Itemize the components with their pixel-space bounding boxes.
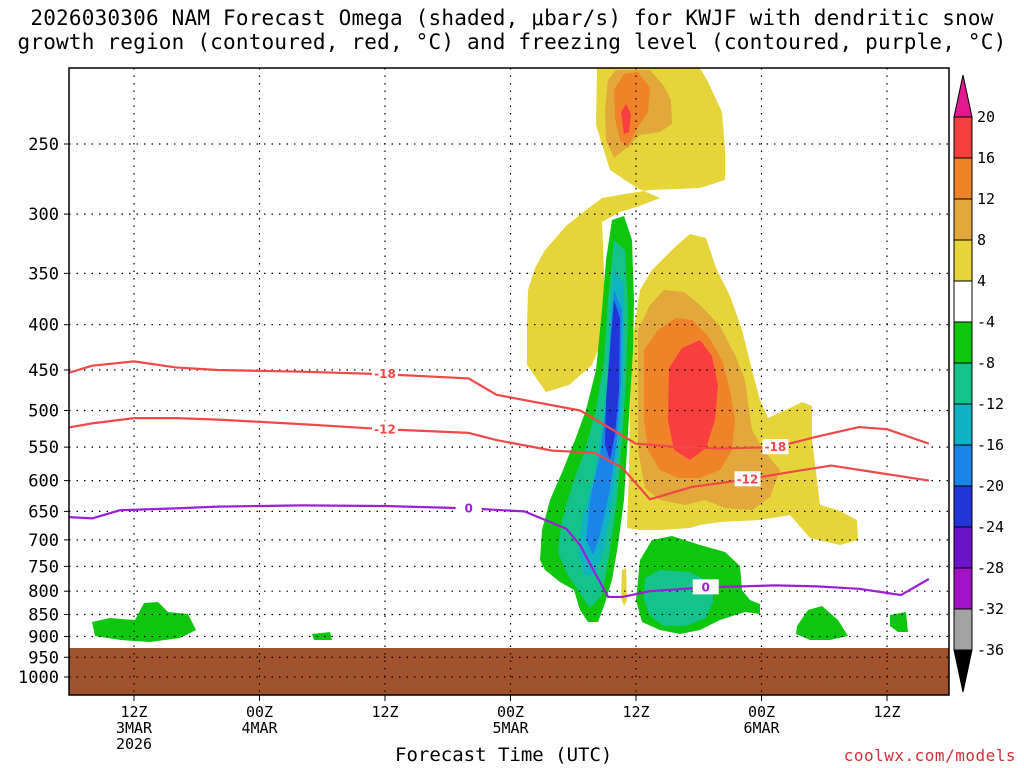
omega-region-small-green-2 bbox=[890, 612, 908, 632]
contour-label: -12 bbox=[737, 472, 759, 486]
y-tick-label: 450 bbox=[28, 361, 59, 381]
x-axis-title: Forecast Time (UTC) bbox=[395, 744, 613, 766]
omega-region-lowlevel-green-right bbox=[796, 606, 848, 640]
contour-label-bg bbox=[372, 366, 398, 382]
colorbar-segment bbox=[953, 362, 973, 405]
colorbar-label: 8 bbox=[977, 231, 986, 249]
omega-region-central-red bbox=[668, 340, 718, 460]
x-tick-label: 2026 bbox=[116, 735, 152, 753]
omega-region-sinking-blue bbox=[605, 300, 620, 460]
x-tick-label: 00Z bbox=[246, 703, 273, 721]
y-tick-label: 600 bbox=[28, 472, 59, 492]
omega-shading bbox=[69, 68, 949, 695]
ground-fill bbox=[69, 648, 949, 695]
y-tick-label: 750 bbox=[28, 557, 59, 577]
y-tick-label: 400 bbox=[28, 316, 59, 336]
x-tick-label: 12Z bbox=[873, 703, 900, 721]
contour-lines: -18 -18 -12 -12 0 0 bbox=[69, 360, 930, 599]
colorbar-label: -8 bbox=[977, 354, 995, 372]
credit-text: coolwx.com/models bbox=[843, 746, 1016, 765]
y-tick-label: 1000 bbox=[18, 668, 59, 688]
colorbar-segment bbox=[953, 116, 973, 159]
contour-label: -18 bbox=[374, 367, 396, 381]
contour-label-bg bbox=[455, 500, 482, 516]
colorbar-label: -16 bbox=[977, 436, 1004, 454]
colorbar-label: -20 bbox=[977, 477, 1004, 495]
colorbar-segment bbox=[953, 567, 973, 610]
colorbar-segment bbox=[953, 157, 973, 200]
contour-line bbox=[69, 417, 930, 501]
colorbar-segment bbox=[953, 198, 973, 241]
x-tick-label: 4MAR bbox=[241, 719, 278, 737]
colorbar-label: 16 bbox=[977, 149, 995, 167]
colorbar-label: -32 bbox=[977, 600, 1004, 618]
contour-line bbox=[69, 504, 930, 599]
contour-label: -18 bbox=[765, 440, 787, 454]
grid-lines bbox=[69, 68, 949, 695]
contour-label-bg bbox=[692, 579, 719, 595]
x-tick-label: 12Z bbox=[371, 703, 398, 721]
y-tick-label: 850 bbox=[28, 606, 59, 626]
omega-region-lowlevel-green-left bbox=[92, 602, 196, 642]
colorbar-label: -12 bbox=[977, 395, 1004, 413]
contour-label: -12 bbox=[374, 422, 396, 436]
y-tick-label: 950 bbox=[28, 648, 59, 668]
chart-title: 2026030306 NAM Forecast Omega (shaded, μ… bbox=[17, 6, 1007, 54]
y-axis: 2503003504004505005506006507007508008509… bbox=[18, 135, 69, 688]
colorbar-label: -4 bbox=[977, 313, 995, 331]
colorbar-label: 20 bbox=[977, 108, 995, 126]
colorbar-label: -24 bbox=[977, 518, 1004, 536]
y-tick-label: 900 bbox=[28, 627, 59, 647]
omega-region-upper-yellow bbox=[527, 68, 725, 392]
x-tick-label: 12Z bbox=[622, 703, 649, 721]
y-tick-label: 700 bbox=[28, 531, 59, 551]
colorbar: 20 16 12 8 4 -4 -8 -12 -16 -20 -24 -28 -32 -36 bbox=[953, 74, 1004, 693]
colorbar-bottom-arrow bbox=[953, 649, 973, 693]
x-tick-label: 12Z bbox=[120, 703, 147, 721]
y-tick-label: 500 bbox=[28, 402, 59, 422]
colorbar-segment bbox=[953, 239, 973, 282]
contour-label: 0 bbox=[464, 501, 472, 515]
omega-region-small-yellow bbox=[621, 568, 627, 606]
colorbar-segment bbox=[953, 608, 973, 651]
colorbar-segment bbox=[953, 280, 973, 323]
x-tick-label: 00Z bbox=[748, 703, 775, 721]
omega-region-upper-orange bbox=[614, 72, 650, 148]
y-tick-label: 350 bbox=[28, 264, 59, 284]
contour-label-bg bbox=[372, 421, 398, 437]
colorbar-label: -28 bbox=[977, 559, 1004, 577]
colorbar-segment bbox=[953, 321, 973, 364]
x-tick-label: 3MAR bbox=[116, 719, 153, 737]
omega-region-upper-red bbox=[621, 104, 631, 134]
y-tick-label: 800 bbox=[28, 582, 59, 602]
contour-label: 0 bbox=[702, 580, 710, 594]
omega-region-small-green-1 bbox=[312, 632, 332, 640]
colorbar-label: -36 bbox=[977, 641, 1004, 659]
colorbar-segment bbox=[953, 403, 973, 446]
plot-frame bbox=[68, 67, 950, 696]
y-tick-label: 550 bbox=[28, 438, 59, 458]
x-tick-label: 6MAR bbox=[743, 719, 780, 737]
y-tick-label: 300 bbox=[28, 205, 59, 225]
contour-label-bg bbox=[762, 439, 789, 455]
y-tick-label: 250 bbox=[28, 135, 59, 155]
colorbar-label: 12 bbox=[977, 190, 995, 208]
contour-label-bg bbox=[734, 471, 761, 487]
x-tick-label: 00Z bbox=[497, 703, 524, 721]
colorbar-top-arrow bbox=[953, 74, 973, 118]
colorbar-segment bbox=[953, 526, 973, 569]
colorbar-segment bbox=[953, 444, 973, 487]
x-tick-label: 5MAR bbox=[492, 719, 529, 737]
colorbar-label: 4 bbox=[977, 272, 986, 290]
contour-line bbox=[69, 360, 930, 450]
colorbar-segment bbox=[953, 485, 973, 528]
y-tick-label: 650 bbox=[28, 502, 59, 522]
